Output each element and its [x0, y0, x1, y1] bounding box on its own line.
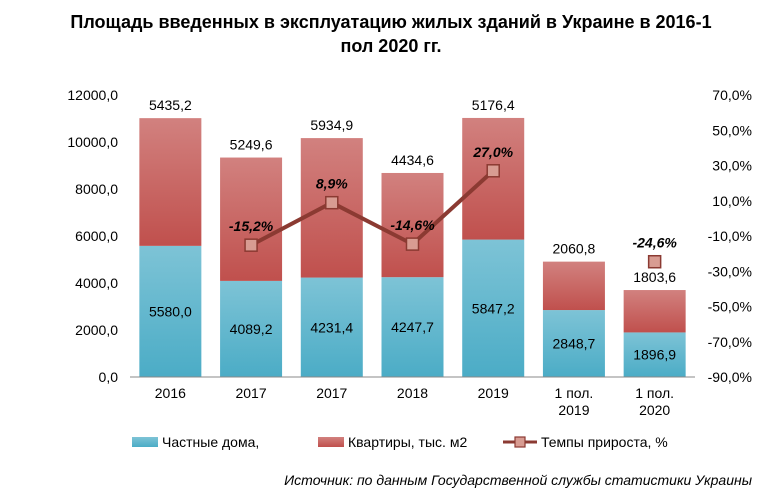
growth-rate-marker — [486, 164, 500, 178]
bar-private-houses — [462, 239, 525, 377]
y-left-tick-label: 2000,0 — [75, 322, 118, 338]
bar-value-label: 4231,4 — [310, 319, 353, 335]
source-note: Источник: по данным Государственной служ… — [284, 472, 753, 488]
growth-rate-line — [250, 169, 495, 247]
bar-value-label: 5580,0 — [149, 303, 192, 319]
chart-title-line-2: пол 2020 гг. — [340, 36, 441, 56]
x-tick-label: 2020 — [639, 402, 670, 418]
legend-swatch — [132, 437, 158, 447]
growth-rate-label: 8,9% — [316, 176, 348, 192]
plot-area: 0,0 2000,0 4000,0 6000,0 8000,0 10000,0 12000,… — [67, 87, 752, 418]
x-tick-label: 2016 — [155, 385, 186, 401]
y-right-tick-label: -50,0% — [708, 299, 752, 315]
x-tick-label: 1 пол. — [635, 385, 674, 401]
bar-value-label: 1803,6 — [633, 269, 676, 285]
y-right-tick-label: -30,0% — [708, 263, 752, 279]
growth-rate-marker — [325, 195, 339, 210]
legend-marker-swatch — [514, 436, 526, 448]
x-tick-label: 2019 — [558, 402, 589, 418]
bar-private-houses — [623, 332, 686, 377]
growth-rate-label: -15,2% — [229, 218, 274, 234]
legend-label: Темпы прироста, % — [541, 434, 668, 450]
bar-value-label: 5847,2 — [472, 300, 515, 316]
growth-rate-label: -24,6% — [632, 235, 677, 251]
y-right-tick-label: 70,0% — [712, 87, 752, 103]
x-tick-label: 2017 — [235, 385, 266, 401]
y-left-tick-label: 12000,0 — [67, 87, 118, 103]
bar-value-label: 2848,7 — [553, 336, 596, 352]
bar-value-label: 5435,2 — [149, 97, 192, 113]
legend-label: Квартиры, тыс. м2 — [348, 434, 467, 450]
bar-value-label: 4434,6 — [391, 152, 434, 168]
bar-private-houses — [542, 310, 605, 377]
bar-private-houses — [381, 277, 444, 377]
y-right-tick-label: 30,0% — [712, 158, 752, 174]
growth-rate-marker — [244, 238, 258, 252]
y-left-tick-label: 6000,0 — [75, 228, 118, 244]
chart-title-line-1: Площадь введенных в эксплуатацию жилых з… — [70, 12, 711, 32]
bar-private-houses — [300, 277, 363, 377]
y-left-tick-label: 0,0 — [99, 369, 119, 385]
bar-value-label: 5249,6 — [230, 137, 273, 153]
growth-rate-label: 27,0% — [472, 144, 513, 160]
bar-value-label: 4089,2 — [230, 321, 273, 337]
bar-value-label: 2060,8 — [553, 241, 596, 257]
bar-value-label: 1896,9 — [633, 347, 676, 363]
bar-apartments — [542, 261, 605, 311]
growth-rate-marker — [405, 237, 420, 251]
y-left-tick-label: 4000,0 — [75, 275, 118, 291]
bar-apartments — [220, 157, 283, 281]
bar-private-houses — [139, 245, 202, 377]
x-tick-label: 2019 — [478, 385, 509, 401]
legend-swatch — [318, 437, 344, 447]
y-right-tick-label: 50,0% — [712, 122, 752, 138]
bar-apartments — [462, 117, 525, 240]
bar-private-houses — [220, 280, 283, 377]
bar-value-label: 4247,7 — [391, 319, 434, 335]
y-right-tick-label: -90,0% — [708, 369, 752, 385]
y-left-tick-label: 8000,0 — [75, 181, 118, 197]
bar-apartments — [139, 118, 202, 246]
legend: Частные дома, Квартиры, тыс. м2 Темпы прир… — [132, 434, 668, 450]
bar-value-label: 5934,9 — [310, 117, 353, 133]
x-tick-label: 2018 — [397, 385, 428, 401]
legend-label: Частные дома, — [162, 434, 259, 450]
growth-rate-label: -14,6% — [390, 217, 435, 233]
y-right-tick-label: -70,0% — [708, 334, 752, 350]
bar-value-label: 5176,4 — [472, 97, 515, 113]
y-right-tick-label: 10,0% — [712, 193, 752, 209]
x-tick-label: 2017 — [316, 385, 347, 401]
y-right-tick-label: -10,0% — [708, 228, 752, 244]
bar-apartments — [623, 290, 686, 333]
growth-rate-marker — [647, 254, 662, 269]
x-tick-label: 1 пол. — [555, 385, 594, 401]
y-left-tick-label: 10000,0 — [67, 134, 118, 150]
